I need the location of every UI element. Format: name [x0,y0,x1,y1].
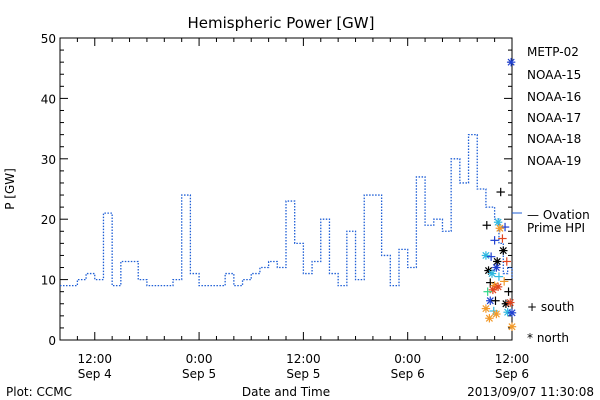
north-point [507,322,517,331]
y-tick-label: 20 [41,213,56,227]
y-tick-label: 10 [41,274,56,288]
x-tick-label-date: Sep 5 [286,367,320,381]
point-stroke [499,247,507,255]
point-stroke [488,269,496,278]
y-axis: 0 10 20 30 40 50 [41,32,512,348]
y-tick-label: 30 [41,153,56,167]
legend-metp02: METP-02 [527,45,579,59]
point-stroke [485,314,493,322]
point-stroke [508,323,516,331]
north-point [493,282,503,292]
x-tick-label-time: 12:00 [286,352,321,366]
north-point [481,251,491,260]
north-point [492,263,501,272]
south-point [486,278,495,287]
point-stroke [507,58,515,66]
point-stroke [508,309,516,317]
south-point [491,296,500,305]
point-stroke [492,310,500,318]
marker-legend: + south * north [527,300,574,345]
north-point [487,269,497,278]
ovation-label-line2: Prime HPI [527,221,585,235]
north-point [492,309,501,319]
point-stroke [482,305,490,313]
south-point [483,287,492,296]
north-point [495,224,505,233]
south-point [498,234,507,243]
footer-plot-credit: Plot: CCMC [6,385,72,399]
point-stroke [506,298,514,307]
y-tick-label: 40 [41,92,56,106]
north-point [485,314,494,323]
x-tick-label-time: 12:00 [77,352,112,366]
marker-legend-south: + south [527,300,574,314]
point-stroke [496,224,504,232]
ovation-line [60,133,513,287]
south-point [482,221,491,230]
point-stroke [482,251,490,260]
legend-noaa18: NOAA-18 [527,132,581,146]
north-point [506,57,516,67]
chart-title: Hemispheric Power [GW] [188,14,375,32]
south-point [494,272,504,281]
legend-noaa19: NOAA-19 [527,154,581,168]
legend-noaa17: NOAA-17 [527,111,581,125]
x-axis-label: Date and Time [242,385,330,399]
point-stroke [493,257,501,266]
south-point [502,257,511,266]
north-point [486,296,495,305]
south-point [504,287,513,296]
x-tick-label-time: 0:00 [186,352,213,366]
south-point [490,236,499,245]
south-point [499,277,509,286]
satellite-points [481,57,517,331]
north-point [481,304,491,313]
y-tick-label: 0 [48,334,56,348]
x-tick-label-time: 12:00 [495,352,530,366]
north-point [499,246,508,255]
point-stroke [486,297,494,305]
legend-noaa15: NOAA-15 [527,68,581,82]
plot-frame [59,37,513,341]
x-tick-label-time: 0:00 [394,352,421,366]
satellite-legend: METP-02 NOAA-15 NOAA-16 NOAA-17 NOAA-18 … [527,45,581,168]
legend-noaa16: NOAA-16 [527,90,581,104]
footer-timestamp: 2013/09/07 11:30:08 [467,385,594,399]
north-point [493,218,503,227]
y-axis-label: P [GW] [3,168,17,210]
ovation-series [60,133,513,287]
north-point [501,299,511,308]
north-point [506,298,515,307]
x-tick-label-date: Sep 6 [391,367,425,381]
south-point [500,222,510,232]
x-tick-label-date: Sep 6 [495,367,529,381]
x-tick-label-date: Sep 4 [78,367,112,381]
point-stroke [494,283,502,291]
point-stroke [484,266,493,275]
point-stroke [502,300,510,308]
marker-legend-north: * north [527,331,569,345]
ovation-legend: — Ovation Prime HPI [512,208,590,235]
x-tick-label-date: Sep 5 [182,367,216,381]
north-point [507,308,517,318]
south-point [486,252,496,261]
north-point [493,257,502,266]
point-stroke [494,218,502,226]
ovation-label-line1: — Ovation [527,208,590,222]
south-point [496,187,505,197]
point-stroke [492,263,500,272]
y-tick-label: 50 [41,32,56,46]
